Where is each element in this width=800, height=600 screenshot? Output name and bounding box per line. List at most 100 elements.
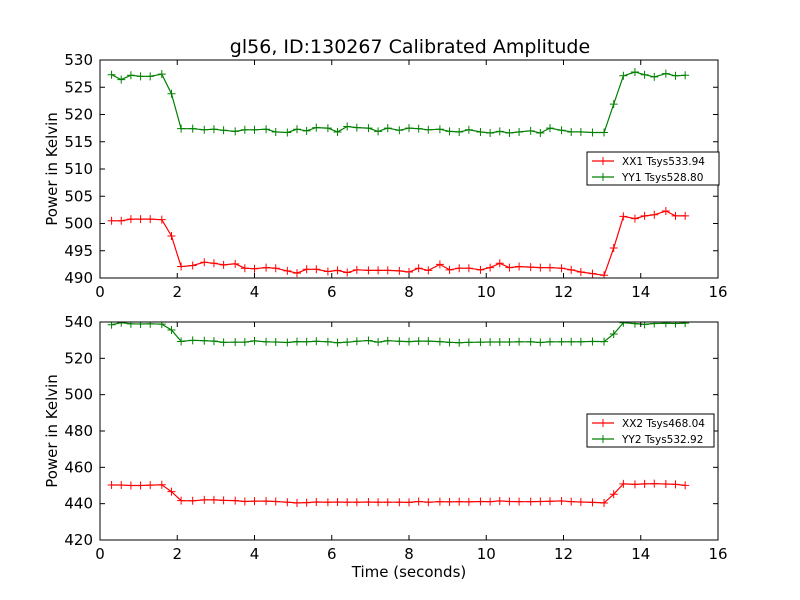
data-point [435,260,444,269]
data-point [464,497,473,506]
data-point [323,267,332,276]
data-point [545,497,554,506]
data-point [312,265,321,274]
data-point [486,129,495,138]
data-point [609,100,618,109]
data-point [271,264,280,273]
data-point [505,497,514,506]
data-point [107,216,116,225]
data-point [188,261,197,270]
data-point [567,265,576,274]
data-point [630,214,639,223]
data-point [177,337,186,346]
data-point [588,128,597,137]
data-point [219,338,228,347]
data-point [343,122,352,131]
x-tick-label: 10 [477,283,496,301]
legend-label: YY2 Tsys532.92 [621,434,703,446]
data-point [136,481,145,490]
legend-box [586,151,720,186]
data-point [557,496,566,505]
y-tick-label: 520 [64,349,93,367]
data-point [414,264,423,273]
y-tick-label: 515 [64,133,93,151]
data-point [312,337,321,346]
legend: XX1 Tsys533.94 YY1 Tsys528.80 [586,151,720,186]
y-axis-label: Power in Kelvin [43,112,61,226]
data-point [609,244,618,253]
data-point [661,322,670,328]
data-point [283,338,292,347]
y-tick-label: 510 [64,160,93,178]
data-point [557,126,566,135]
data-point [630,480,639,489]
data-point [536,263,545,272]
data-point [333,266,342,275]
y-tick-label: 520 [64,106,93,124]
data-point [424,125,433,134]
data-point [292,498,301,507]
data-point [435,497,444,506]
data-point [526,497,535,506]
data-point [405,498,413,507]
data-point [262,125,271,134]
data-point [640,479,649,488]
data-point [650,210,659,219]
data-point [383,336,392,345]
y-tick-label: 490 [64,269,93,287]
data-point [505,337,514,346]
data-point [136,72,145,81]
data-point [609,490,618,499]
x-tick-label: 4 [250,283,260,301]
data-point [476,338,485,347]
x-tick-label: 4 [250,545,260,563]
data-point [609,329,618,338]
data-point [240,125,249,134]
data-point [209,495,218,504]
data-point [588,337,597,346]
x-tick-label: 6 [327,545,337,563]
data-point [515,337,524,346]
y-tick-label: 530 [64,51,93,69]
data-point [352,265,361,274]
data-point [343,338,352,347]
data-point [146,481,155,490]
data-point [333,338,342,347]
data-point [515,497,524,506]
y-tick-label: 420 [64,531,93,549]
data-point [283,266,292,275]
series-2 [107,67,690,138]
data-point [630,67,639,76]
data-point [661,206,670,215]
data-point [352,498,361,507]
data-point [219,126,228,135]
x-tick-label: 14 [631,545,650,563]
x-tick-label: 6 [327,283,337,301]
data-point [167,487,176,496]
data-point [107,480,116,489]
data-point [600,498,609,507]
data-point [292,269,301,278]
data-point [126,71,135,80]
data-point [177,124,186,133]
data-point [240,264,249,273]
data-point [545,337,554,346]
data-point [640,70,649,79]
data-point [619,322,628,327]
data-point [671,71,680,80]
data-point [157,322,166,329]
data-point [464,338,473,347]
data-point [536,129,545,138]
data-point [476,497,485,506]
legend: XX2 Tsys468.04 YY2 Tsys532.92 [586,413,715,448]
data-point [383,124,392,133]
data-point [126,215,135,224]
data-point [630,322,639,328]
data-point [405,124,413,133]
data-point [302,498,311,507]
data-point [312,123,321,132]
data-point [292,125,301,134]
y-tick-label: 440 [64,495,93,513]
data-point [200,125,209,134]
data-point [126,322,135,328]
